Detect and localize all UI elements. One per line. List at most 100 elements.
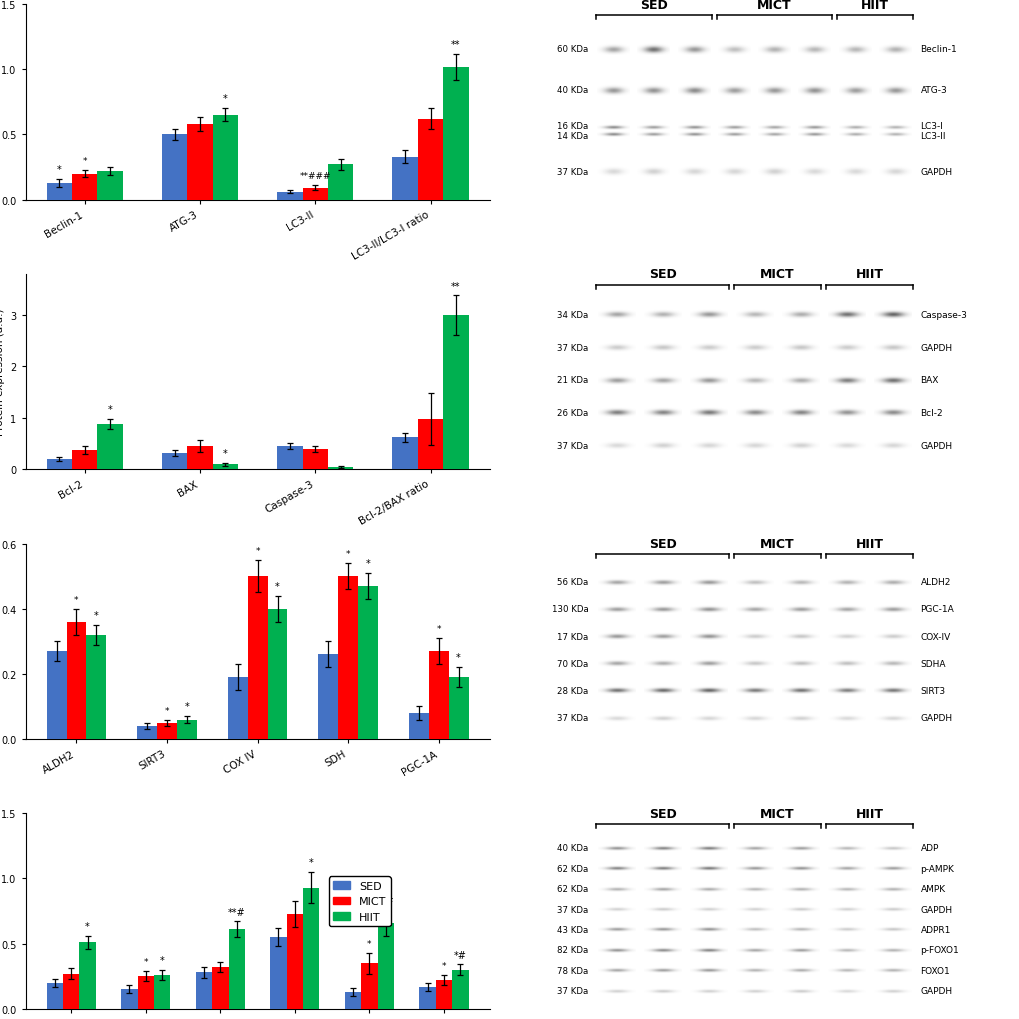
Text: 37 KDa: 37 KDa [556, 441, 588, 450]
Bar [157, 723, 177, 740]
Text: HIIT: HIIT [855, 268, 882, 281]
Text: Caspase-3: Caspase-3 [919, 311, 966, 320]
Text: *: * [441, 961, 445, 970]
Text: MICT: MICT [759, 807, 794, 820]
Text: SED: SED [648, 537, 676, 550]
Text: 62 KDa: 62 KDa [556, 864, 588, 873]
Text: GAPDH: GAPDH [919, 905, 952, 914]
Bar [47, 982, 63, 1009]
Bar [409, 713, 428, 740]
Text: *: * [345, 549, 351, 558]
Text: 37 KDa: 37 KDa [556, 713, 588, 722]
Bar [137, 727, 157, 740]
Text: p-FOXO1: p-FOXO1 [919, 946, 958, 955]
Text: SED: SED [648, 807, 676, 820]
Text: GAPDH: GAPDH [919, 168, 952, 176]
Bar [72, 174, 97, 201]
Bar [451, 970, 468, 1009]
Text: 60 KDa: 60 KDa [556, 46, 588, 54]
Text: *: * [94, 610, 99, 621]
Text: 40 KDa: 40 KDa [556, 87, 588, 95]
Bar [121, 989, 138, 1009]
Text: 16 KDa: 16 KDa [556, 121, 588, 130]
Bar [79, 943, 96, 1009]
Text: 82 KDa: 82 KDa [556, 946, 588, 955]
Text: LC3-I: LC3-I [919, 121, 943, 130]
Text: **: ** [450, 281, 461, 291]
Bar [47, 460, 72, 470]
Text: FOXO1: FOXO1 [919, 966, 950, 975]
Bar [248, 577, 267, 740]
Text: GAPDH: GAPDH [919, 713, 952, 722]
Bar [162, 136, 187, 201]
Text: MICT: MICT [759, 268, 794, 281]
Text: 17 KDa: 17 KDa [556, 632, 588, 641]
Legend: SED, MICT, HIIT: SED, MICT, HIIT [328, 876, 390, 926]
Text: *: * [57, 165, 61, 174]
Bar [87, 635, 106, 740]
Bar [286, 914, 303, 1009]
Bar [435, 980, 451, 1009]
Bar [327, 165, 353, 201]
Text: ADP: ADP [919, 844, 937, 853]
Bar [419, 986, 435, 1009]
Bar [212, 465, 237, 470]
Bar [177, 719, 197, 740]
Text: ATG-3: ATG-3 [919, 87, 947, 95]
Text: 14 KDa: 14 KDa [556, 132, 588, 142]
Bar [318, 655, 338, 740]
Text: ADPR1: ADPR1 [919, 925, 950, 934]
Bar [443, 316, 468, 470]
Text: *: * [83, 157, 87, 165]
Text: *: * [366, 558, 370, 569]
Bar [72, 450, 97, 470]
Text: Beclin-1: Beclin-1 [919, 46, 956, 54]
Text: COX-IV: COX-IV [919, 632, 950, 641]
Text: 78 KDa: 78 KDa [556, 966, 588, 975]
Bar [162, 453, 187, 470]
Text: **: ** [450, 40, 461, 50]
Bar [338, 577, 358, 740]
Bar [358, 586, 378, 740]
Text: MICT: MICT [756, 0, 791, 11]
Text: *: * [309, 857, 313, 867]
Text: AMPK: AMPK [919, 884, 945, 894]
Bar [267, 609, 287, 740]
Text: SIRT3: SIRT3 [919, 686, 945, 695]
Text: *#: *# [453, 950, 467, 960]
Text: LC3-II: LC3-II [919, 132, 945, 142]
Text: 37 KDa: 37 KDa [556, 986, 588, 996]
Text: SDHA: SDHA [919, 659, 945, 668]
Text: *: * [144, 957, 148, 966]
Text: *: * [184, 702, 190, 711]
Text: *: * [436, 625, 440, 634]
Bar [361, 963, 377, 1009]
Bar [392, 157, 418, 201]
Bar [66, 623, 87, 740]
Bar [187, 446, 212, 470]
Text: MICT: MICT [759, 537, 794, 550]
Bar [327, 468, 353, 470]
Text: GAPDH: GAPDH [919, 986, 952, 996]
Text: *: * [275, 581, 279, 591]
Text: 43 KDa: 43 KDa [556, 925, 588, 934]
Text: *: * [165, 706, 169, 715]
Bar [418, 119, 443, 201]
Text: ALDH2: ALDH2 [919, 578, 950, 587]
Text: *: * [108, 405, 112, 415]
Bar [154, 975, 170, 1009]
Bar [277, 446, 303, 470]
Bar [97, 425, 122, 470]
Bar [212, 967, 228, 1009]
Text: GAPDH: GAPDH [919, 441, 952, 450]
Bar [270, 937, 286, 1009]
Text: *: * [86, 921, 90, 931]
Text: 62 KDa: 62 KDa [556, 884, 588, 894]
Bar [303, 189, 327, 201]
Text: 28 KDa: 28 KDa [556, 686, 588, 695]
Bar [277, 193, 303, 201]
Text: PGC-1A: PGC-1A [919, 604, 953, 613]
Text: *: * [367, 938, 371, 948]
Text: BAX: BAX [919, 376, 937, 385]
Bar [227, 678, 248, 740]
